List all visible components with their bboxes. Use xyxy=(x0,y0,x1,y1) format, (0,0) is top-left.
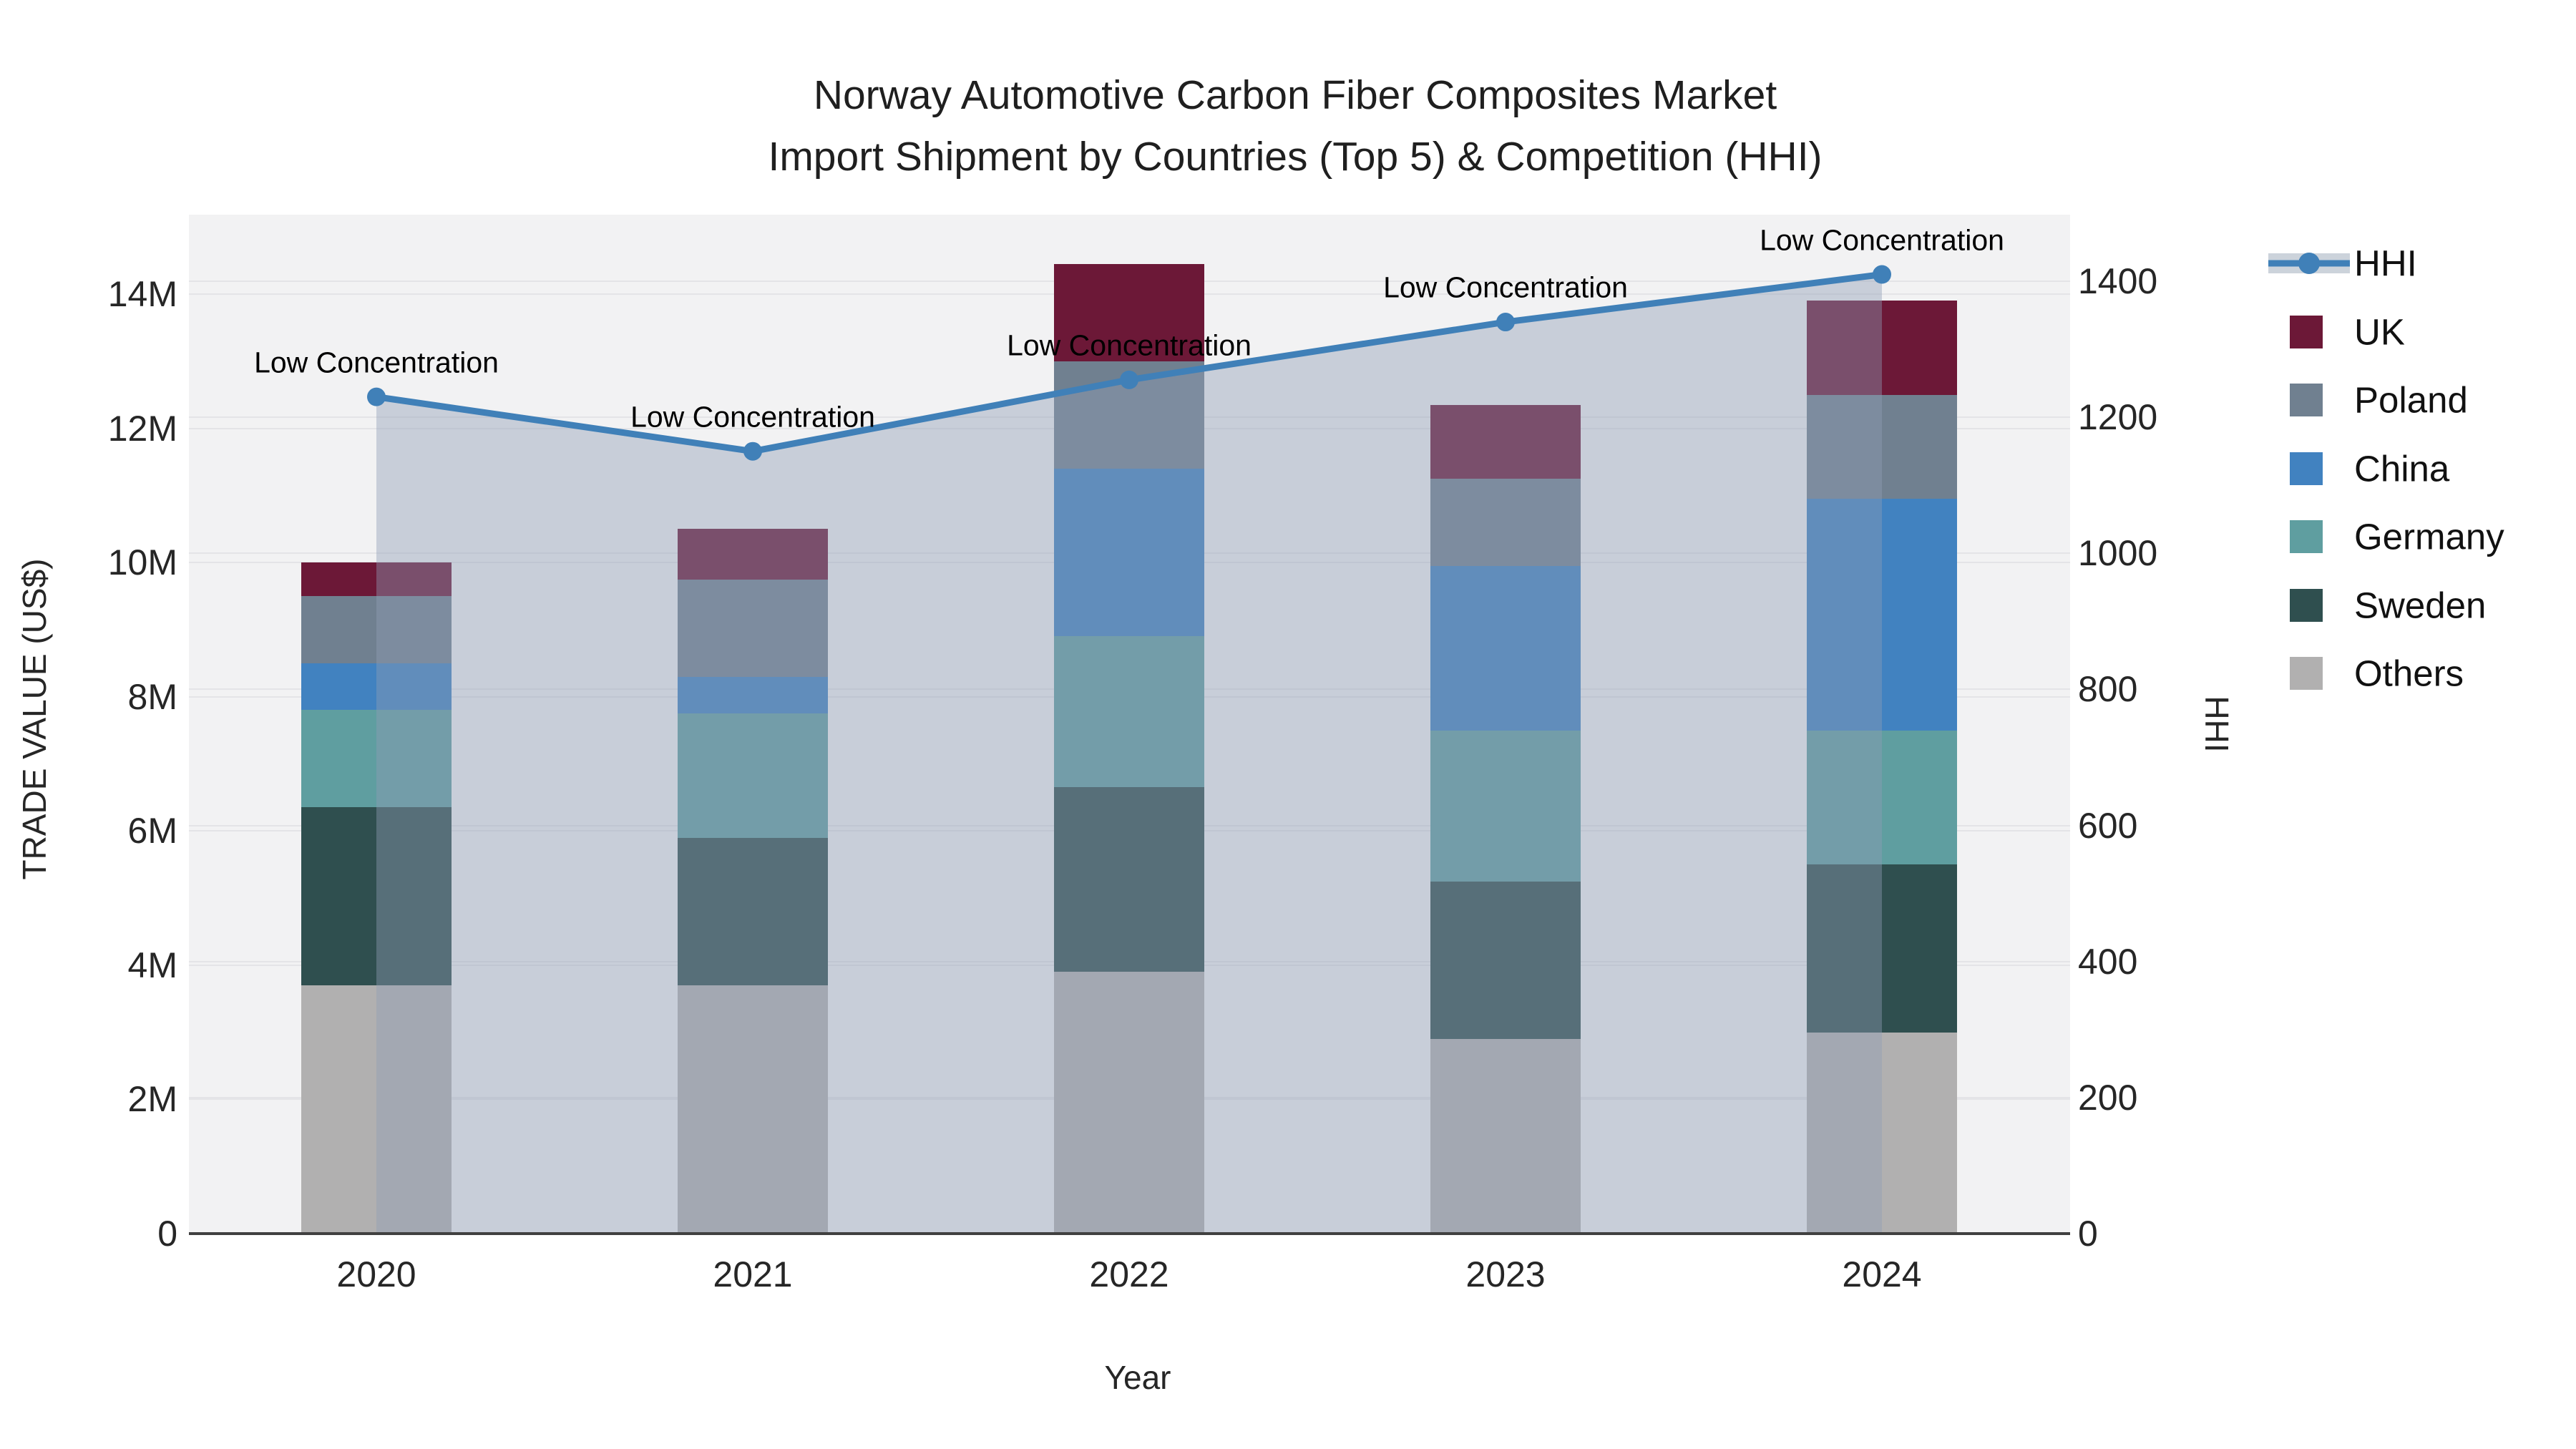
hhi-legend-marker-key xyxy=(2298,253,2320,274)
bar-segment-sweden xyxy=(1054,787,1204,972)
legend-item-china: China xyxy=(2268,447,2576,490)
bar-segment-sweden xyxy=(678,837,828,985)
bar-segment-poland xyxy=(301,595,452,663)
legend-label-sweden: Sweden xyxy=(2354,585,2487,625)
x-tick-label: 2020 xyxy=(336,1254,416,1294)
annotation-low-concentration: Low Concentration xyxy=(1760,223,2004,256)
bar-segment-germany xyxy=(1807,730,1957,865)
x-tick-label: 2021 xyxy=(713,1254,793,1294)
bar-segment-germany xyxy=(301,710,452,808)
x-axis-line xyxy=(189,1232,2070,1235)
annotation-low-concentration: Low Concentration xyxy=(1007,328,1252,362)
chart-title-line2: Import Shipment by Countries (Top 5) & C… xyxy=(768,134,1823,180)
bar-segment-china xyxy=(1054,468,1204,637)
y-left-tick-label: 12M xyxy=(107,408,177,449)
bar-segment-sweden xyxy=(1430,881,1581,1039)
y-right-tick-label: 800 xyxy=(2078,669,2138,710)
x-tick-label: 2023 xyxy=(1465,1254,1546,1294)
bar-segment-uk xyxy=(678,529,828,580)
legend-label-germany: Germany xyxy=(2354,516,2504,557)
legend-item-sweden: Sweden xyxy=(2268,584,2576,627)
bar-segment-poland xyxy=(678,579,828,677)
y-right-tick-label: 1200 xyxy=(2078,397,2158,438)
bar-segment-uk xyxy=(1430,404,1581,479)
legend-item-uk: UK xyxy=(2268,311,2576,353)
bar-segment-others xyxy=(1807,1032,1957,1234)
y-left-tick-label: 14M xyxy=(107,273,177,314)
bar-segment-others xyxy=(301,985,452,1234)
legend-item-others: Others xyxy=(2268,652,2576,695)
annotation-low-concentration: Low Concentration xyxy=(254,346,499,379)
legend-label-poland: Poland xyxy=(2354,379,2468,421)
bar-segment-germany xyxy=(678,713,828,838)
y-right-tick-label: 400 xyxy=(2078,941,2138,982)
bar-segment-china xyxy=(1430,565,1581,731)
annotation-low-concentration: Low Concentration xyxy=(630,400,875,434)
y-left-tick-label: 6M xyxy=(127,811,177,852)
y-right-tick-label: 1000 xyxy=(2078,533,2158,574)
bar-segment-poland xyxy=(1054,361,1204,469)
legend-label-others: Others xyxy=(2354,653,2464,694)
legend-label-uk: UK xyxy=(2354,311,2405,352)
legend-swatch-sweden xyxy=(2290,588,2323,622)
bar-segment-germany xyxy=(1054,636,1204,788)
y-left-tick-label: 2M xyxy=(127,1079,177,1120)
x-axis-title: Year xyxy=(1104,1359,1171,1396)
y-axis-right-title: HHI xyxy=(2198,696,2235,753)
legend-swatch-poland xyxy=(2290,384,2323,416)
bar-segment-poland xyxy=(1430,478,1581,566)
legend-label-hhi: HHI xyxy=(2354,243,2417,284)
y-left-tick-label: 8M xyxy=(127,676,177,717)
bar-segment-china xyxy=(678,676,828,714)
legend-swatch-uk xyxy=(2290,315,2323,348)
x-tick-label: 2024 xyxy=(1842,1254,1922,1294)
y-right-tick-label: 200 xyxy=(2078,1077,2138,1118)
legend-label-china: China xyxy=(2354,448,2450,489)
annotation-low-concentration: Low Concentration xyxy=(1383,270,1628,304)
legend-swatch-others xyxy=(2290,657,2323,690)
bar-segment-china xyxy=(1807,498,1957,731)
chart-title-line1: Norway Automotive Carbon Fiber Composite… xyxy=(813,72,1777,118)
legend-item-poland: Poland xyxy=(2268,379,2576,421)
y-axis-left-title: TRADE VALUE (US$) xyxy=(16,558,53,880)
y-left-tick-label: 4M xyxy=(127,945,177,985)
y-right-tick-label: 0 xyxy=(2078,1214,2098,1254)
bar-segment-uk xyxy=(301,562,452,596)
y-right-tick-label: 600 xyxy=(2078,805,2138,846)
bar-segment-others xyxy=(1430,1039,1581,1234)
legend-item-hhi: HHI xyxy=(2268,242,2576,285)
bar-segment-uk xyxy=(1807,301,1957,395)
legend-item-germany: Germany xyxy=(2268,515,2576,558)
bar-segment-others xyxy=(678,985,828,1234)
bar-segment-sweden xyxy=(1807,864,1957,1033)
legend-swatch-germany xyxy=(2290,520,2323,553)
y-left-tick-label: 0 xyxy=(157,1214,177,1254)
x-tick-label: 2022 xyxy=(1089,1254,1169,1294)
bar-segment-poland xyxy=(1807,394,1957,499)
y-left-tick-label: 10M xyxy=(107,542,177,583)
y-right-tick-label: 1400 xyxy=(2078,261,2158,302)
bar-segment-others xyxy=(1054,972,1204,1234)
bar-segment-germany xyxy=(1430,730,1581,882)
legend-swatch-china xyxy=(2290,452,2323,485)
bar-segment-china xyxy=(301,663,452,711)
bar-segment-sweden xyxy=(301,807,452,985)
